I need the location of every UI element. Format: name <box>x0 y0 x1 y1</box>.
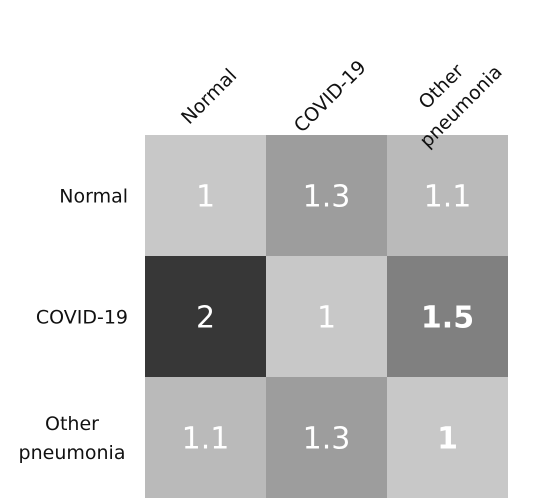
heatmap-cell-normal-normal <box>145 135 266 256</box>
svg-text:Normal: Normal <box>177 65 241 129</box>
cell-value-label: 1.3 <box>303 180 351 215</box>
cell-value-label: 1 <box>317 301 336 336</box>
cell-value-label: 1 <box>196 180 215 215</box>
cell-value-label: 1.1 <box>182 422 230 457</box>
cell-value-label: 2 <box>196 301 215 336</box>
heatmap-cell-other-pneumonia-covid-19 <box>266 377 387 498</box>
row-label-other-pneumonia: Other pneumonia <box>19 413 126 464</box>
svg-text:COVID-19: COVID-19 <box>290 56 371 137</box>
cell-value-label: 1.1 <box>424 180 472 215</box>
row-label-covid-19: COVID-19 <box>36 307 128 329</box>
heatmap-cell-normal-covid-19 <box>266 135 387 256</box>
row-label-normal: Normal <box>59 186 128 208</box>
heatmap-cell-covid-19-covid-19 <box>266 256 387 377</box>
heatmap-cell-normal-other-pneumonia <box>387 135 508 256</box>
heatmap-cell-other-pneumonia-normal <box>145 377 266 498</box>
cell-value-label: 1.5 <box>421 301 474 336</box>
cell-value-label: 1 <box>437 422 458 457</box>
column-label-covid-19: COVID-19 <box>290 56 371 137</box>
heatmap-cell-covid-19-other-pneumonia <box>387 256 508 377</box>
column-label-normal: Normal <box>177 65 241 129</box>
cell-value-label: 1.3 <box>303 422 351 457</box>
heatmap-cell-covid-19-normal <box>145 256 266 377</box>
heatmap-cell-other-pneumonia-other-pneumonia <box>387 377 508 498</box>
